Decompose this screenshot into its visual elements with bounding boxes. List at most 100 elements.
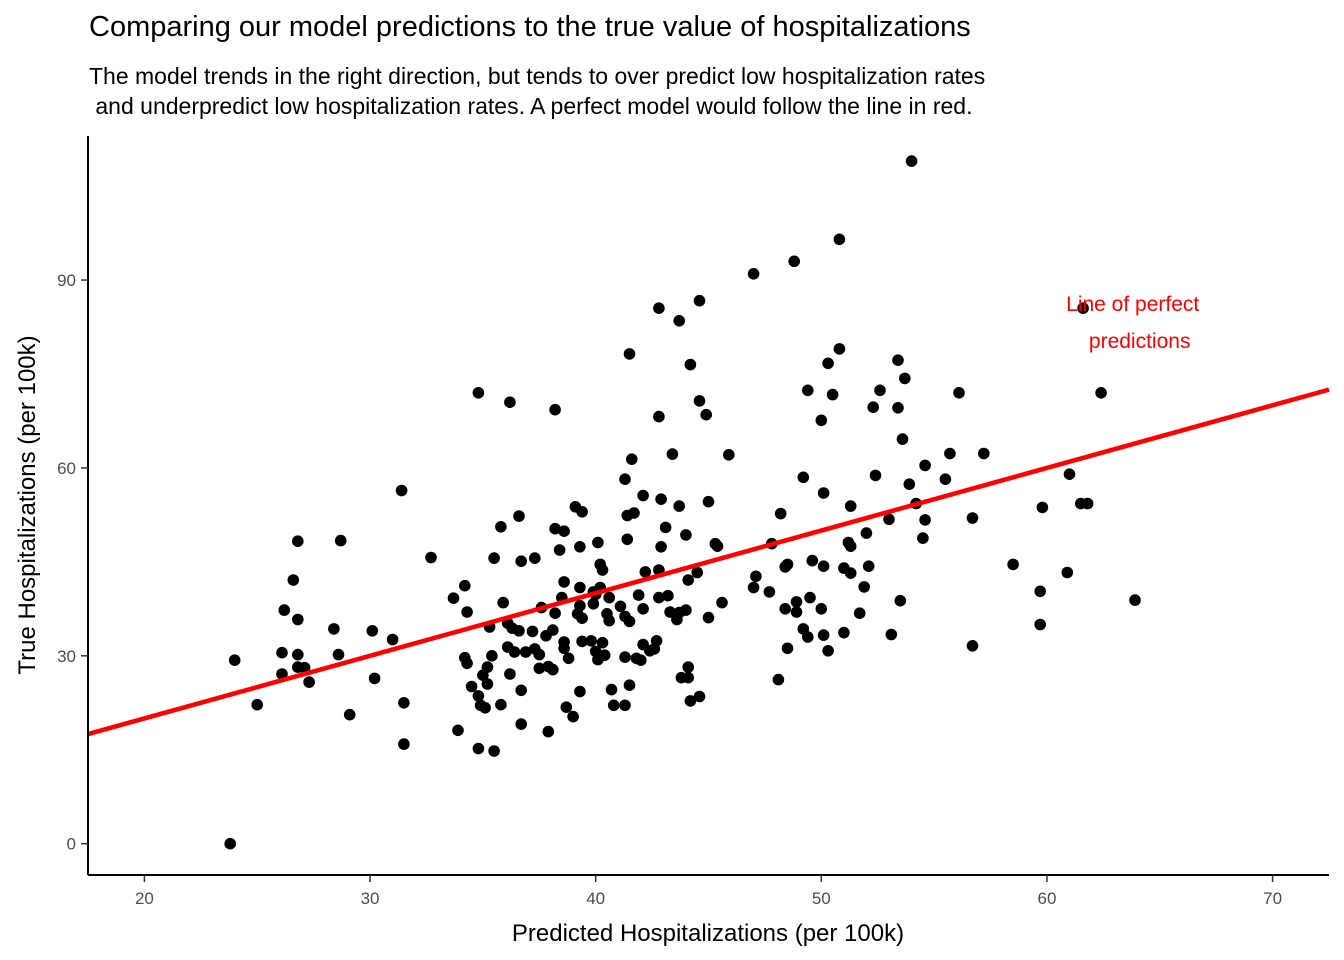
data-point xyxy=(817,629,830,641)
data-point xyxy=(549,522,561,535)
data-point xyxy=(978,447,990,460)
data-point xyxy=(334,534,347,547)
data-point xyxy=(860,527,873,539)
data-point xyxy=(797,471,810,484)
data-point xyxy=(869,469,882,482)
data-point xyxy=(1081,497,1094,510)
data-point xyxy=(619,473,631,486)
data-point xyxy=(1034,618,1046,631)
data-point xyxy=(592,536,604,549)
data-point xyxy=(885,628,898,641)
data-point xyxy=(574,541,586,553)
data-point xyxy=(892,402,904,414)
data-point xyxy=(655,541,667,553)
data-point xyxy=(576,612,588,624)
data-point xyxy=(576,506,588,518)
data-point xyxy=(477,669,489,681)
data-point xyxy=(459,579,471,592)
data-point xyxy=(905,155,918,167)
data-point xyxy=(542,725,555,738)
data-point xyxy=(1061,566,1074,579)
data-point xyxy=(549,607,561,619)
data-point xyxy=(292,535,304,547)
data-point xyxy=(637,489,649,502)
data-point xyxy=(605,683,618,696)
data-point xyxy=(1063,468,1076,481)
data-point xyxy=(844,500,857,512)
data-point xyxy=(723,449,735,461)
data-point xyxy=(790,596,803,608)
data-point xyxy=(653,410,665,423)
data-point xyxy=(592,653,604,666)
data-point xyxy=(508,646,521,658)
data-point xyxy=(716,596,728,609)
data-point xyxy=(526,625,539,638)
data-point xyxy=(1036,501,1049,514)
data-point xyxy=(862,560,875,572)
data-point xyxy=(648,643,661,655)
data-point xyxy=(447,592,460,604)
data-point xyxy=(774,507,787,520)
data-point xyxy=(596,564,609,576)
data-point xyxy=(903,478,916,491)
data-point xyxy=(461,657,473,670)
data-point xyxy=(472,690,485,702)
data-point xyxy=(251,698,263,711)
data-point xyxy=(637,603,649,615)
data-point xyxy=(939,473,952,486)
data-point xyxy=(488,745,500,757)
data-point xyxy=(533,662,546,675)
data-point xyxy=(702,495,715,508)
data-point xyxy=(513,625,525,637)
data-point xyxy=(1077,302,1089,315)
data-point xyxy=(328,623,340,635)
data-point xyxy=(711,540,724,552)
data-point xyxy=(680,529,692,541)
data-point xyxy=(802,384,814,397)
data-point xyxy=(472,387,485,399)
data-point xyxy=(486,650,498,662)
data-point xyxy=(747,268,760,280)
data-point xyxy=(892,354,904,367)
data-point xyxy=(623,615,636,628)
data-point xyxy=(558,525,570,537)
data-point xyxy=(682,574,694,586)
data-point xyxy=(395,484,408,497)
data-point xyxy=(386,633,399,646)
data-point xyxy=(781,642,794,655)
data-point xyxy=(515,555,527,567)
data-point xyxy=(671,613,683,626)
data-point xyxy=(549,403,561,416)
data-point xyxy=(763,586,776,598)
data-point xyxy=(461,606,473,618)
data-point xyxy=(693,395,706,407)
data-point xyxy=(368,672,381,685)
y-tick-label: 90 xyxy=(57,271,76,290)
data-point xyxy=(547,663,559,676)
data-point xyxy=(822,357,834,370)
annotation-line-2: predictions xyxy=(1089,330,1191,353)
data-point xyxy=(529,552,541,564)
data-point xyxy=(664,606,676,618)
data-point xyxy=(574,685,586,698)
data-point xyxy=(495,521,507,533)
data-point xyxy=(659,521,672,534)
data-point xyxy=(585,635,597,647)
data-point xyxy=(802,631,814,643)
x-tick-label: 70 xyxy=(1263,889,1282,908)
data-point xyxy=(966,512,979,524)
data-point xyxy=(788,255,800,268)
data-point xyxy=(398,697,410,709)
data-point xyxy=(553,544,566,556)
data-point xyxy=(1034,585,1046,598)
y-tick-label: 30 xyxy=(57,647,76,666)
data-point xyxy=(772,673,785,686)
data-point xyxy=(515,684,527,697)
data-point xyxy=(607,699,620,712)
data-point xyxy=(673,500,685,512)
data-point xyxy=(472,742,485,755)
data-point xyxy=(894,594,907,607)
data-point xyxy=(815,603,828,615)
data-point xyxy=(623,679,636,691)
